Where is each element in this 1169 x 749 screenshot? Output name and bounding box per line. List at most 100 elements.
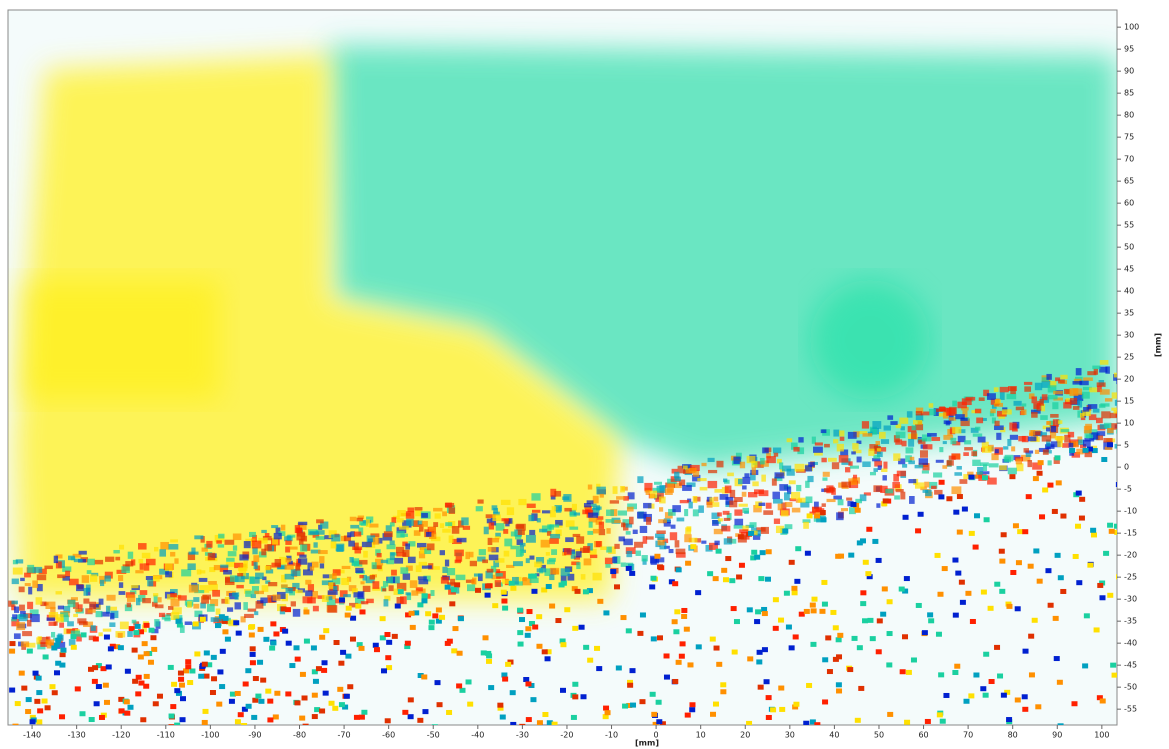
speckle bbox=[68, 578, 79, 586]
speckle bbox=[1055, 480, 1062, 486]
speckle bbox=[1022, 648, 1029, 654]
speckle bbox=[855, 498, 862, 504]
speckle bbox=[780, 510, 789, 517]
noise-band bbox=[8, 359, 1117, 725]
speckle bbox=[234, 575, 245, 583]
speckle bbox=[865, 571, 872, 577]
speckle bbox=[497, 702, 504, 708]
speckle bbox=[695, 590, 702, 596]
speckle bbox=[856, 440, 862, 444]
speckle bbox=[358, 527, 364, 536]
speckle bbox=[735, 452, 742, 459]
speckle bbox=[592, 506, 602, 510]
speckle bbox=[276, 591, 286, 599]
speckle bbox=[726, 512, 732, 520]
speckle bbox=[18, 586, 25, 593]
speckle bbox=[822, 657, 829, 663]
speckle bbox=[76, 634, 82, 642]
speckle bbox=[187, 563, 196, 570]
speckle bbox=[160, 541, 169, 550]
speckle bbox=[957, 401, 967, 409]
speckle bbox=[1027, 460, 1033, 468]
speckle bbox=[909, 496, 915, 504]
speckle bbox=[406, 518, 414, 526]
speckle bbox=[505, 661, 512, 667]
speckle bbox=[104, 571, 113, 579]
speckle bbox=[938, 479, 945, 485]
x-tick-label: -40 bbox=[471, 731, 484, 740]
speckle bbox=[567, 573, 575, 581]
speckle bbox=[1021, 694, 1028, 700]
speckle bbox=[13, 633, 21, 639]
speckle bbox=[389, 540, 395, 545]
speckle bbox=[1079, 380, 1089, 386]
speckle bbox=[1087, 371, 1097, 376]
speckle bbox=[915, 407, 924, 414]
speckle bbox=[1082, 386, 1092, 391]
speckle bbox=[298, 523, 307, 530]
speckle bbox=[70, 630, 81, 637]
speckle bbox=[1021, 409, 1027, 415]
speckle bbox=[510, 545, 520, 550]
speckle bbox=[861, 421, 870, 429]
speckle bbox=[516, 539, 524, 545]
speckle bbox=[854, 717, 861, 723]
speckle bbox=[36, 690, 43, 696]
speckle bbox=[600, 546, 607, 551]
speckle bbox=[928, 403, 934, 408]
speckle bbox=[418, 551, 426, 559]
speckle bbox=[379, 635, 386, 641]
speckle bbox=[1042, 425, 1051, 430]
speckle bbox=[1076, 448, 1084, 455]
speckle bbox=[59, 662, 66, 668]
speckle bbox=[1000, 532, 1007, 538]
speckle bbox=[993, 402, 1004, 407]
speckle bbox=[44, 705, 51, 711]
speckle bbox=[592, 572, 602, 581]
speckle bbox=[128, 626, 135, 632]
speckle bbox=[254, 590, 264, 595]
speckle bbox=[956, 465, 962, 470]
speckle bbox=[413, 530, 421, 536]
speckle bbox=[485, 650, 492, 656]
speckle bbox=[656, 719, 663, 725]
speckle bbox=[810, 608, 817, 614]
speckle bbox=[728, 538, 737, 544]
speckle bbox=[159, 549, 167, 557]
speckle bbox=[179, 625, 185, 633]
speckle bbox=[290, 568, 301, 577]
speckle bbox=[305, 579, 312, 585]
speckle bbox=[94, 559, 104, 565]
speckle bbox=[137, 654, 144, 660]
speckle bbox=[951, 453, 961, 460]
speckle bbox=[83, 621, 94, 627]
speckle bbox=[340, 535, 347, 542]
speckle bbox=[1065, 398, 1070, 402]
speckle bbox=[627, 503, 638, 510]
speckle bbox=[560, 642, 567, 648]
speckle bbox=[322, 574, 333, 579]
speckle bbox=[196, 569, 202, 575]
speckle bbox=[103, 634, 110, 640]
speckle bbox=[295, 562, 301, 571]
speckle bbox=[675, 567, 682, 573]
speckle bbox=[550, 524, 560, 528]
speckle bbox=[846, 497, 853, 501]
speckle bbox=[964, 447, 973, 451]
speckle bbox=[873, 454, 880, 459]
speckle bbox=[282, 628, 289, 634]
speckle bbox=[809, 602, 816, 608]
speckle bbox=[348, 585, 357, 592]
speckle bbox=[263, 636, 270, 642]
speckle bbox=[450, 578, 456, 585]
speckle bbox=[772, 491, 780, 500]
speckle bbox=[117, 575, 124, 581]
speckle bbox=[243, 602, 248, 610]
speckle bbox=[675, 659, 682, 665]
speckle bbox=[694, 538, 702, 543]
speckle bbox=[756, 649, 763, 655]
speckle bbox=[442, 528, 451, 533]
speckle bbox=[931, 437, 941, 441]
speckle bbox=[783, 590, 790, 596]
speckle bbox=[356, 517, 364, 522]
